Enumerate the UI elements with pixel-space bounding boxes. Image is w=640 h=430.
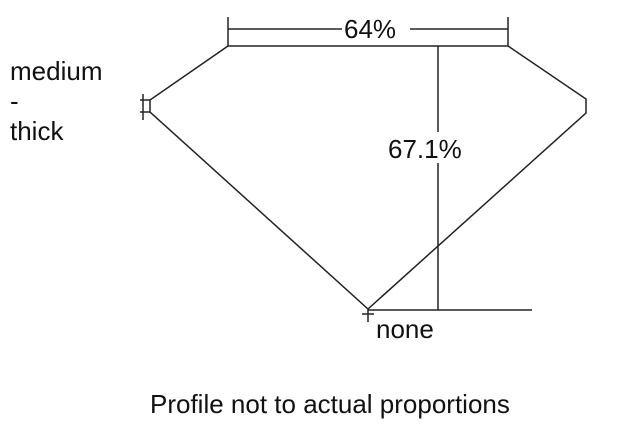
- depth-percent-label: 67.1%: [388, 134, 462, 164]
- girdle-label-line1: medium: [10, 56, 103, 86]
- gem-outline: [149, 45, 587, 311]
- girdle-label-line2: -: [10, 86, 19, 116]
- culet-label: none: [376, 314, 434, 344]
- caption: Profile not to actual proportions: [150, 389, 510, 419]
- girdle-label-line3: thick: [10, 116, 64, 146]
- table-percent-label: 64%: [344, 14, 397, 44]
